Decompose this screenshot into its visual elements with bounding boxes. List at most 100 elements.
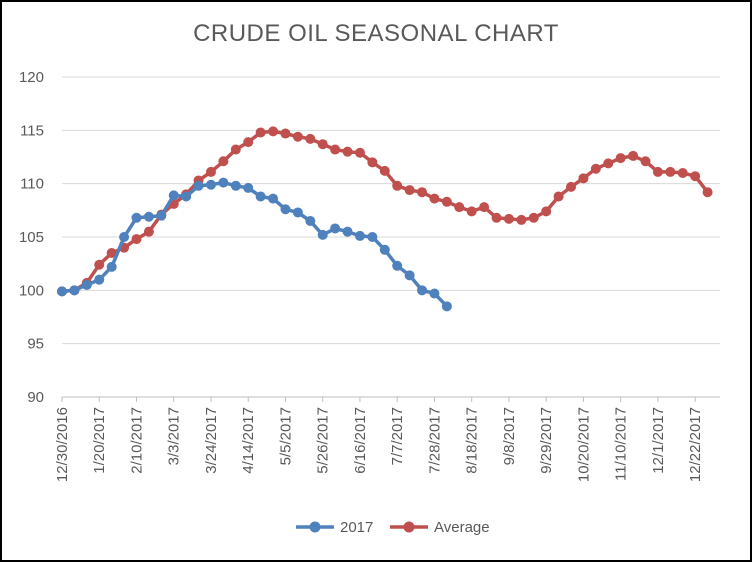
data-point-average [429, 193, 440, 204]
data-point-average [268, 126, 279, 137]
series-line-2017 [61, 180, 449, 308]
data-point-average [503, 213, 514, 224]
data-point-average [218, 156, 229, 167]
data-point-2017 [243, 182, 254, 193]
data-point-average [590, 163, 601, 174]
data-point-average [230, 144, 241, 155]
data-point-average [292, 131, 303, 142]
x-tick-label: 7/7/2017 [389, 407, 406, 465]
data-point-average [454, 202, 465, 213]
y-tick-label: 105 [19, 229, 44, 246]
data-point-average [479, 202, 490, 213]
data-point-average [466, 206, 477, 217]
x-tick-label: 3/3/2017 [166, 407, 183, 465]
data-point-2017 [119, 232, 130, 242]
x-tick-label: 2/10/2017 [128, 407, 145, 474]
data-point-average [106, 248, 117, 258]
data-point-average [243, 137, 254, 148]
data-point-2017 [354, 230, 365, 241]
data-point-2017 [57, 286, 67, 297]
data-point-average [441, 196, 452, 207]
data-point-2017 [94, 274, 105, 285]
x-tick-label: 7/28/2017 [426, 407, 443, 474]
data-point-average [528, 212, 539, 223]
data-point-average [330, 144, 341, 155]
data-point-2017 [205, 179, 216, 190]
legend-marker-2017 [309, 521, 321, 533]
data-point-average [417, 187, 428, 198]
data-point-average [566, 181, 577, 192]
data-point-average [317, 139, 328, 150]
data-point-2017 [131, 212, 142, 223]
legend-label-average: Average [434, 519, 490, 536]
data-point-2017 [292, 207, 303, 218]
data-point-average [354, 147, 365, 158]
data-point-2017 [181, 191, 192, 202]
data-point-average [652, 166, 663, 177]
data-point-average [665, 166, 676, 177]
x-tick-label: 6/16/2017 [352, 407, 369, 474]
data-point-2017 [168, 190, 179, 201]
data-point-average [94, 259, 105, 270]
x-tick-label: 9/29/2017 [538, 407, 555, 474]
y-tick-label: 110 [20, 176, 44, 193]
x-tick-label: 3/24/2017 [203, 407, 220, 474]
x-tick-label: 1/20/2017 [91, 407, 108, 474]
y-tick-label: 95 [27, 336, 44, 353]
data-point-2017 [230, 180, 241, 191]
data-point-2017 [218, 177, 229, 188]
data-point-2017 [417, 285, 428, 296]
data-point-average [143, 226, 154, 237]
data-point-2017 [317, 229, 328, 240]
y-tick-label: 90 [27, 389, 44, 406]
data-point-2017 [156, 210, 167, 221]
x-tick-label: 5/5/2017 [277, 407, 294, 465]
x-tick-label: 9/8/2017 [501, 407, 518, 465]
data-point-average [342, 146, 353, 157]
data-point-average [392, 180, 403, 191]
data-point-average [553, 191, 564, 202]
data-point-2017 [255, 191, 266, 202]
data-point-average [255, 127, 266, 138]
x-tick-label: 10/20/2017 [575, 407, 592, 482]
data-point-average [367, 157, 378, 168]
x-tick-label: 4/14/2017 [240, 407, 257, 474]
data-point-2017 [379, 244, 390, 255]
data-point-2017 [81, 280, 92, 290]
data-point-2017 [404, 270, 415, 281]
data-point-2017 [330, 223, 341, 234]
data-point-average [628, 150, 639, 161]
data-point-2017 [106, 261, 117, 272]
data-point-2017 [268, 193, 279, 204]
data-point-average [541, 206, 552, 217]
data-point-average [491, 212, 502, 223]
data-point-2017 [143, 211, 154, 222]
data-point-average [131, 234, 142, 245]
data-point-average [702, 187, 713, 198]
data-point-average [640, 156, 651, 167]
y-tick-label: 120 [19, 69, 44, 86]
data-point-average [280, 128, 291, 139]
data-point-average [578, 173, 589, 184]
data-point-2017 [305, 216, 316, 226]
data-point-average [615, 153, 626, 164]
data-point-average [690, 171, 701, 182]
chart-title: CRUDE OIL SEASONAL CHART [193, 20, 559, 47]
x-tick-label: 8/18/2017 [464, 407, 481, 474]
data-point-2017 [392, 260, 403, 271]
legend-marker-average [403, 521, 415, 533]
data-point-average [205, 166, 216, 177]
data-point-average [603, 158, 614, 169]
data-point-2017 [429, 288, 440, 299]
data-point-average [516, 214, 527, 225]
x-tick-label: 11/10/2017 [613, 407, 630, 481]
data-point-average [404, 185, 415, 196]
x-tick-label: 12/1/2017 [650, 407, 667, 474]
legend-label-2017: 2017 [340, 519, 373, 536]
data-point-2017 [193, 180, 204, 191]
y-tick-label: 115 [20, 122, 44, 139]
data-point-2017 [69, 285, 80, 296]
x-tick-label: 12/22/2017 [687, 407, 704, 482]
